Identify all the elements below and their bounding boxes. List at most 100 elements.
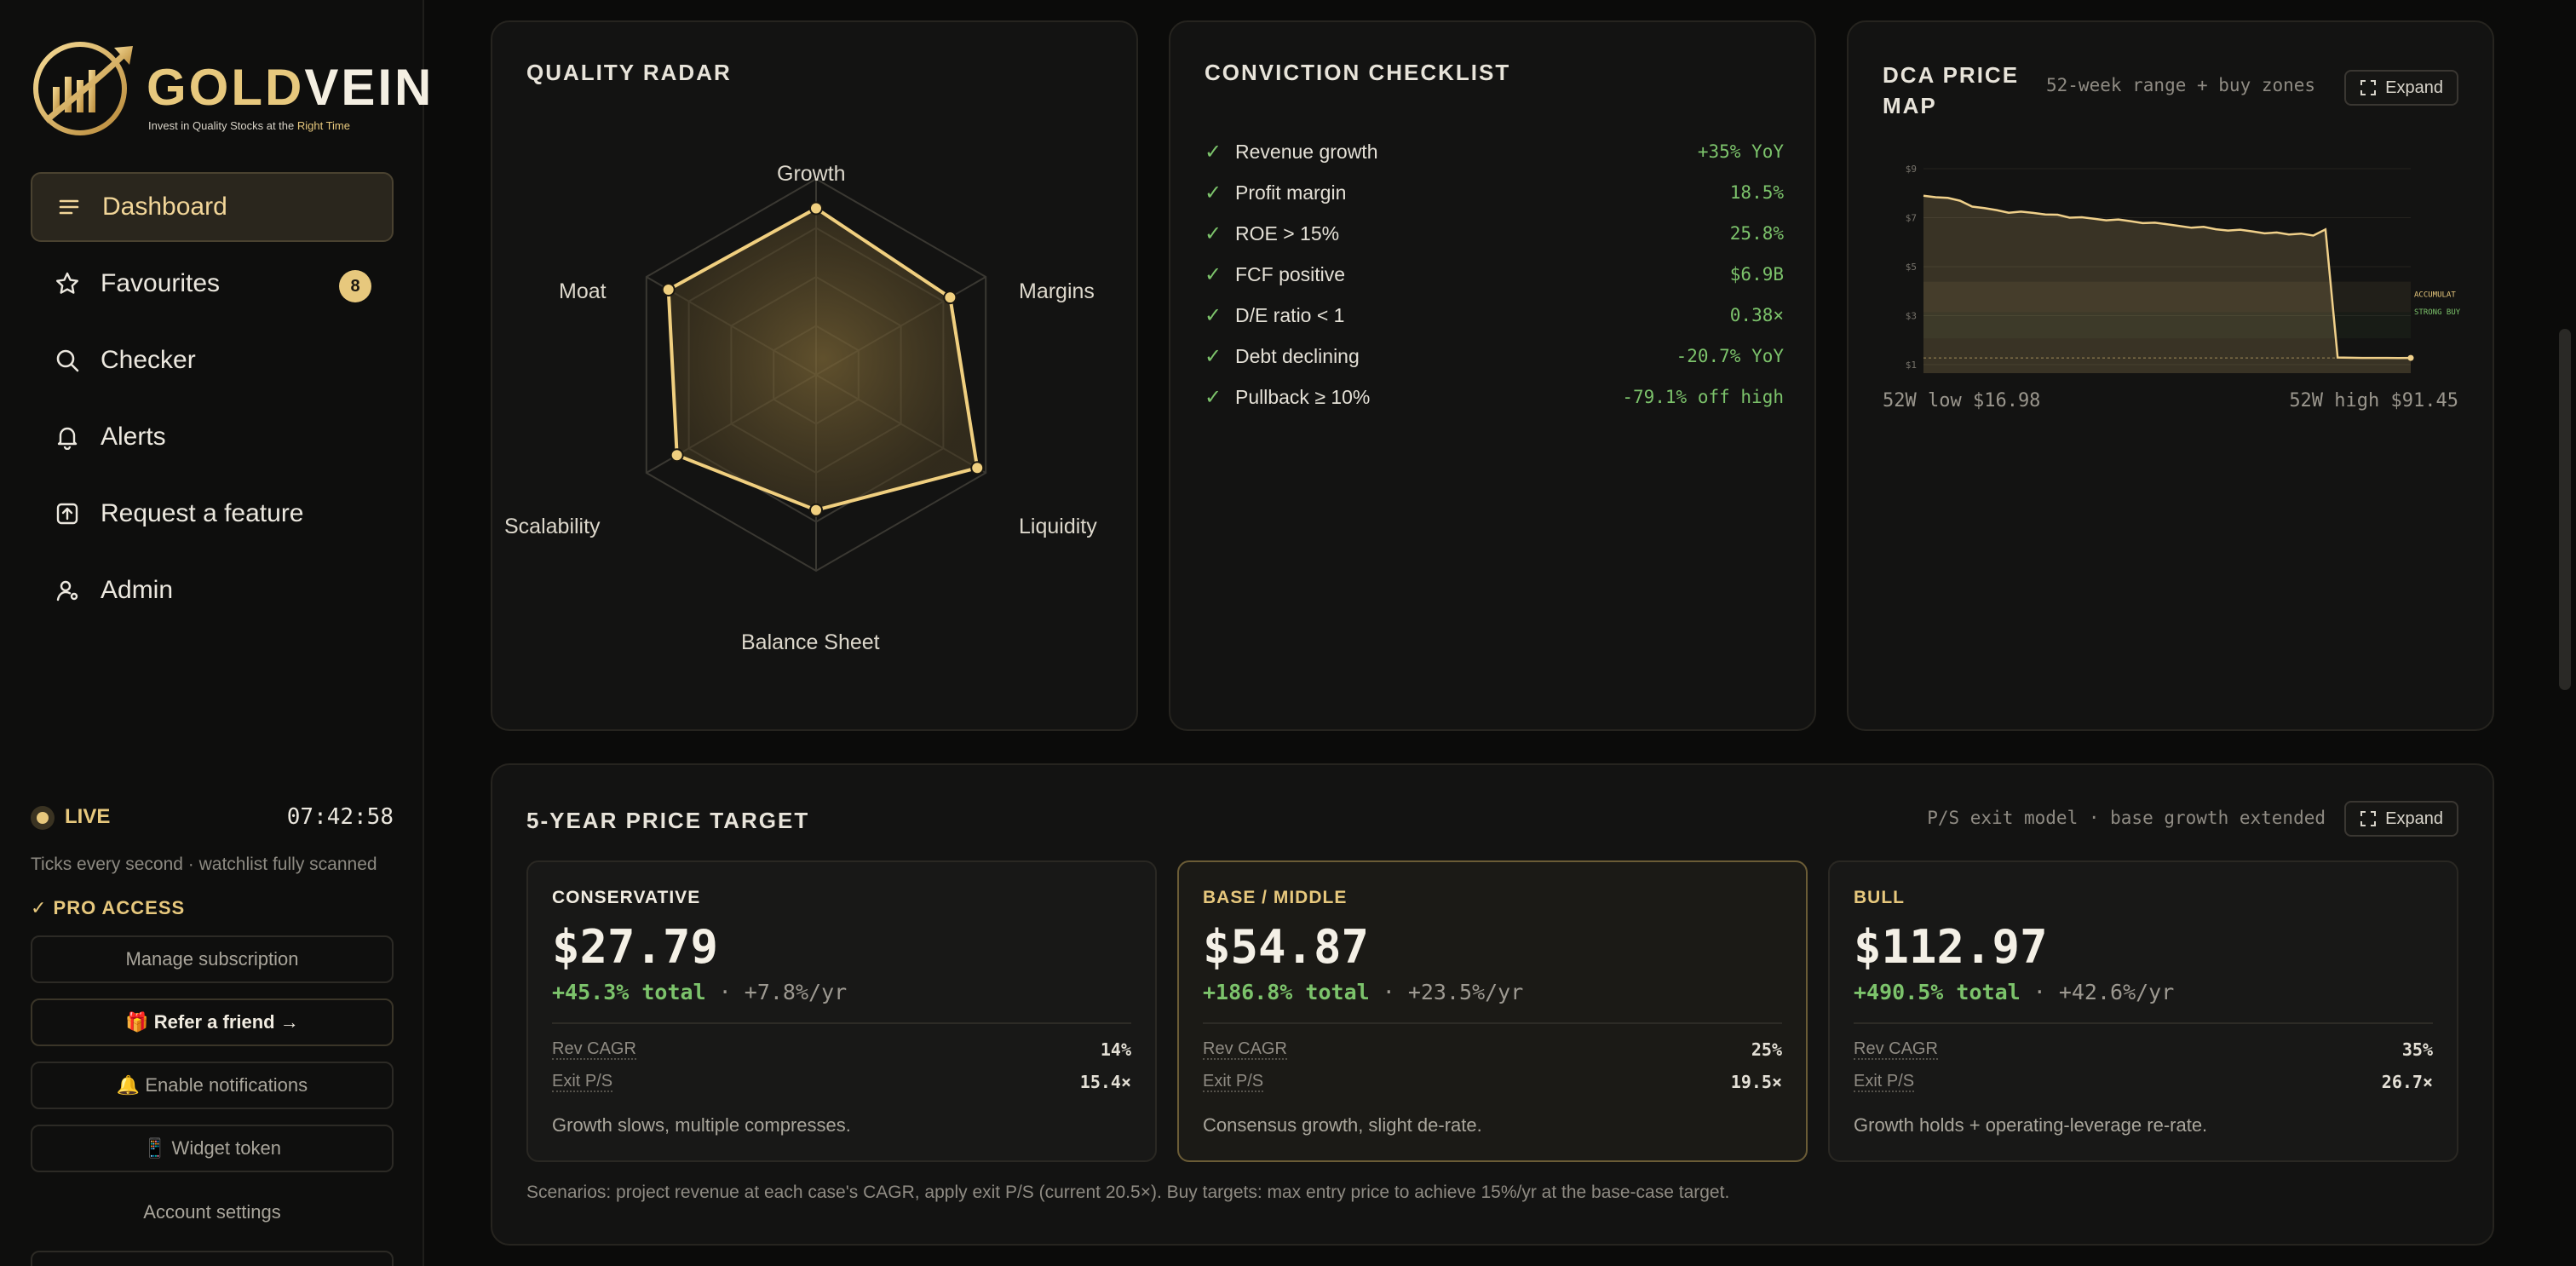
sidebar-item-label: Request a feature — [101, 499, 304, 527]
ticks-status-text: Ticks every second · watchlist fully sca… — [31, 855, 377, 874]
live-indicator-icon — [31, 806, 55, 830]
scenario-note: Consensus growth, slight de-rate. — [1203, 1114, 1482, 1136]
dca-y-tick-label: $3 — [1906, 311, 1917, 322]
checklist-list: ✓ Revenue growth +35% YoY ✓ Profit margin 18… — [1205, 131, 1784, 417]
checklist-value: 25.8% — [1729, 223, 1784, 244]
dca-accumulate-zone — [1923, 281, 2411, 313]
live-clock: 07:42:58 — [286, 804, 394, 830]
widget-token-button[interactable]: 📱 Widget token — [31, 1125, 394, 1172]
sidebar-item-label: Alerts — [101, 423, 166, 451]
scenario-rev-cagr: Rev CAGR 35% — [1854, 1039, 2433, 1060]
check-icon: ✓ — [1205, 303, 1222, 327]
scenario-card-base[interactable]: BASE / MIDDLE $54.87 +186.8% total · +23… — [1177, 860, 1808, 1162]
account-settings-link[interactable]: Account settings — [143, 1201, 281, 1223]
dca-expand-button[interactable]: Expand — [2344, 70, 2458, 106]
sidebar-item-label: Dashboard — [102, 193, 227, 221]
scenario-price: $112.97 — [1854, 920, 2048, 974]
dca-price-map-card: DCA PRICE MAP 52-week range + buy zones E… — [1847, 20, 2494, 731]
checklist-label: Pullback ≥ 10% — [1235, 385, 1371, 408]
scenario-name: BASE / MIDDLE — [1203, 888, 1348, 907]
scenario-return: +490.5% total · +42.6%/yr — [1854, 980, 2175, 1004]
card-title: DCA PRICE MAP — [1883, 62, 2020, 118]
scenario-return: +45.3% total · +7.8%/yr — [552, 980, 848, 1004]
brand-logo[interactable]: GOLDVEIN Invest in Quality Stocks at the… — [29, 37, 431, 140]
check-icon: ✓ — [1205, 222, 1222, 245]
radar-axis-label-liquidity: Liquidity — [1019, 515, 1097, 538]
card-title: CONVICTION CHECKLIST — [1205, 60, 1511, 85]
checklist-label: FCF positive — [1235, 262, 1346, 285]
sidebar-item-checker[interactable]: Checker — [31, 325, 394, 395]
radar-axis-label-growth: Growth — [777, 162, 846, 186]
sidebar-item-alerts[interactable]: Alerts — [31, 402, 394, 472]
scenario-exit-ps: Exit P/S 19.5× — [1203, 1072, 1782, 1092]
scenario-return: +186.8% total · +23.5%/yr — [1203, 980, 1524, 1004]
conviction-checklist-card: CONVICTION CHECKLIST ✓ Revenue growth +35%… — [1169, 20, 1816, 731]
sidebar-extra-button[interactable] — [31, 1251, 394, 1266]
price-target-subtitle: P/S exit model · base growth extended — [1927, 808, 2326, 828]
expand-label: Expand — [2385, 809, 2443, 828]
scenario-name: BULL — [1854, 888, 1905, 907]
live-label: LIVE — [65, 805, 111, 828]
checklist-row: ✓ Revenue growth +35% YoY — [1205, 131, 1784, 172]
checklist-label: D/E ratio < 1 — [1235, 303, 1345, 326]
user-gear-icon — [55, 578, 80, 603]
card-title: 5-YEAR PRICE TARGET — [526, 808, 810, 833]
sidebar-item-admin[interactable]: Admin — [31, 555, 394, 625]
radar-point-scalability — [670, 448, 684, 463]
checklist-row: ✓ FCF positive $6.9B — [1205, 254, 1784, 295]
price-target-footnote: Scenarios: project revenue at each case'… — [526, 1183, 1730, 1202]
price-target-expand-button[interactable]: Expand — [2344, 801, 2458, 837]
checklist-value: $6.9B — [1729, 264, 1784, 285]
checklist-value: -79.1% off high — [1622, 387, 1784, 407]
expand-icon — [2360, 811, 2377, 826]
radar-axis-label-margins: Margins — [1019, 279, 1095, 303]
refer-friend-button[interactable]: 🎁 Refer a friend → — [31, 998, 394, 1046]
expand-icon — [2360, 80, 2377, 95]
scenario-card-bull[interactable]: BULL $112.97 +490.5% total · +42.6%/yr R… — [1828, 860, 2458, 1162]
price-target-card: 5-YEAR PRICE TARGET P/S exit model · bas… — [491, 763, 2494, 1246]
search-icon — [55, 348, 80, 373]
sidebar-item-dashboard[interactable]: Dashboard — [31, 172, 394, 242]
sidebar-item-favourites[interactable]: Favourites 8 — [31, 249, 394, 319]
dca-zone-label-accumulate: ACCUMULAT — [2414, 291, 2456, 300]
dca-y-tick-label: $5 — [1906, 262, 1917, 273]
menu-lines-icon — [56, 194, 82, 220]
scenario-note: Growth slows, multiple compresses. — [552, 1114, 851, 1136]
pro-access-label: ✓ PRO ACCESS — [31, 897, 186, 918]
checklist-label: Profit margin — [1235, 181, 1347, 204]
quality-radar-chart — [645, 177, 987, 573]
goldvein-logo-mark-icon — [33, 42, 133, 135]
dca-price-area — [1923, 195, 2411, 373]
checklist-label: Revenue growth — [1235, 140, 1378, 163]
radar-point-liquidity — [970, 461, 985, 475]
check-icon: ✓ — [1205, 181, 1222, 204]
scenario-price: $54.87 — [1203, 920, 1370, 974]
divider — [1203, 1022, 1782, 1024]
page-scrollbar[interactable] — [2559, 329, 2571, 690]
dca-52w-low: 52W low $16.98 — [1883, 390, 2041, 411]
bell-icon — [55, 424, 80, 450]
sidebar: GOLDVEIN Invest in Quality Stocks at the… — [0, 0, 431, 1266]
dca-y-tick-label: $9 — [1906, 164, 1917, 175]
checklist-value: +35% YoY — [1697, 141, 1784, 162]
scenario-card-conservative[interactable]: CONSERVATIVE $27.79 +45.3% total · +7.8%… — [526, 860, 1157, 1162]
radar-point-moat — [661, 282, 676, 296]
scenario-rev-cagr: Rev CAGR 25% — [1203, 1039, 1782, 1060]
sidebar-item-label: Checker — [101, 346, 196, 374]
sidebar-item-label: Favourites — [101, 269, 221, 297]
radar-point-growth — [809, 201, 823, 216]
expand-label: Expand — [2385, 78, 2443, 97]
enable-notifications-button[interactable]: 🔔 Enable notifications — [31, 1062, 394, 1109]
sidebar-item-label: Admin — [101, 576, 174, 604]
checklist-label: Debt declining — [1235, 344, 1360, 367]
radar-point-balance-sheet — [809, 503, 823, 517]
manage-subscription-button[interactable]: Manage subscription — [31, 935, 394, 983]
dca-strong-buy-zone — [1923, 312, 2411, 339]
checklist-value: 0.38× — [1729, 305, 1784, 325]
sidebar-item-request-feature[interactable]: Request a feature — [31, 479, 394, 549]
scenario-exit-ps: Exit P/S 26.7× — [1854, 1072, 2433, 1092]
dca-y-tick-label: $1 — [1906, 360, 1917, 371]
radar-point-margins — [943, 291, 957, 305]
radar-value-shape — [666, 206, 980, 512]
dca-price-line — [1923, 194, 2412, 360]
